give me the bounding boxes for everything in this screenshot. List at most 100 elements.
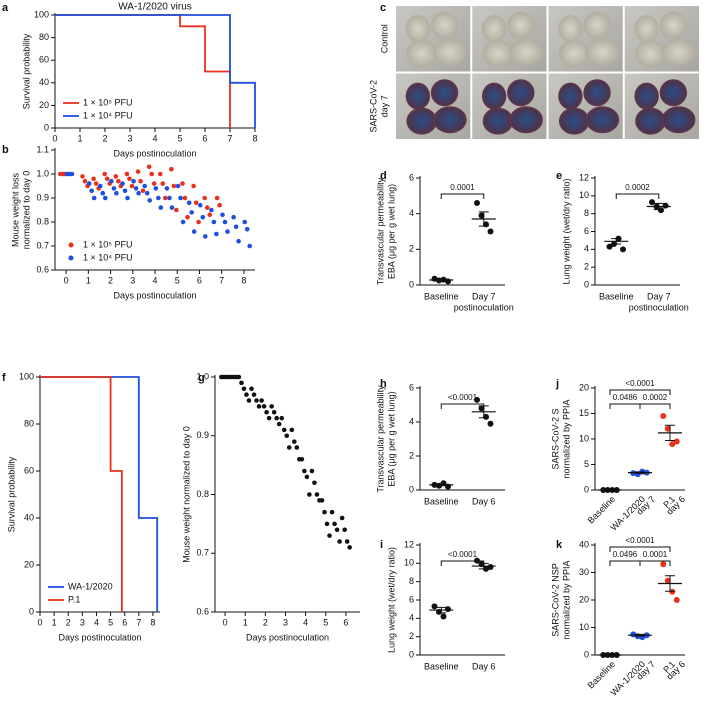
p-value: <0.0001 [448, 550, 478, 559]
data-point [487, 228, 494, 235]
axis-line [594, 176, 680, 286]
y-tick-label: 20 [39, 100, 49, 110]
data-point [337, 539, 342, 544]
y-axis-label: Survival probability [21, 33, 31, 109]
y-tick-label: 0 [584, 649, 589, 659]
p-value: <0.0001 [625, 536, 655, 545]
data-point [180, 219, 186, 225]
data-point [169, 205, 175, 210]
y-tick-label: 2 [584, 262, 589, 272]
y-axis-label: Mouse weight loss [10, 172, 20, 247]
data-point [178, 195, 183, 201]
row-label: day 7 [379, 95, 389, 117]
x-tick-label: 4 [303, 617, 308, 627]
y-tick-label: 20 [579, 594, 589, 604]
panel-letter: e [556, 170, 562, 182]
data-point [116, 178, 121, 184]
data-point [251, 392, 257, 397]
x-tick-label: 3 [80, 617, 85, 627]
y-axis-label: Lung weight (wet/dry ratio) [386, 547, 396, 653]
data-point [189, 210, 194, 215]
data-point [673, 597, 680, 603]
data-point [231, 214, 236, 220]
data-point [127, 176, 132, 182]
data-point [162, 195, 168, 201]
p-value: 0.0002 [625, 183, 650, 192]
data-point [209, 207, 214, 213]
data-point [135, 169, 141, 174]
data-point [129, 183, 135, 189]
x-axis-label: Days postinoculation [113, 290, 196, 300]
data-point [261, 404, 267, 409]
data-point [211, 219, 217, 225]
x-tick-label: Baseline [599, 291, 634, 301]
significance-bracket [440, 193, 485, 199]
x-tick-label: 0 [52, 133, 57, 143]
y-tick-label: 20 [24, 559, 34, 569]
x-tick-label: Day 6 [472, 496, 496, 506]
x-tick-label: 2 [108, 275, 113, 285]
data-point [113, 174, 119, 179]
y-tick-label: 2 [409, 450, 414, 460]
lung-lobe [482, 107, 514, 135]
data-point [281, 427, 287, 433]
legend-label: 1 × 10⁴ PFU [83, 252, 133, 262]
data-point [100, 190, 106, 196]
data-point [327, 533, 332, 538]
x-tick-label: Day 7 [472, 291, 496, 301]
data-point [236, 238, 241, 244]
y-tick-label: 0 [409, 484, 414, 494]
data-point [302, 468, 307, 474]
lung-lobe [433, 38, 467, 66]
p-value: 0.0001 [450, 183, 475, 192]
x-tick-label: 0 [223, 617, 228, 627]
data-point [200, 214, 206, 220]
y-tick-label: 0 [584, 279, 589, 289]
data-point [474, 396, 480, 403]
y-tick-label: 0 [409, 649, 414, 659]
y-axis-label: SARS-CoV-2 S [550, 408, 560, 469]
data-point [259, 398, 264, 403]
data-point [147, 198, 153, 203]
x-tick-label: Baseline [424, 661, 459, 671]
lung-lobe [481, 15, 507, 43]
lung-lobe [430, 79, 459, 107]
error-bar [635, 633, 645, 637]
x-tick-label: 4 [152, 275, 157, 285]
data-point [202, 234, 208, 239]
y-axis-label: Mouse weight normalized to day 0 [181, 426, 191, 563]
y-tick-label: 4 [409, 416, 414, 426]
legend-label: 1 × 10⁵ PFU [83, 97, 133, 107]
data-point [167, 195, 172, 201]
y-tick-label: 10 [404, 558, 414, 568]
data-point [664, 577, 671, 584]
data-point [236, 374, 242, 380]
y-tick-label: 20 [579, 382, 589, 392]
legend-label: P.1 [68, 594, 80, 604]
data-point [214, 231, 219, 237]
data-point [669, 588, 676, 595]
y-tick-label: 60 [24, 465, 34, 475]
row-label: Control [379, 24, 389, 53]
data-point [244, 392, 249, 397]
y-tick-label: 80 [39, 32, 49, 42]
x-tick-label: Baseline [424, 291, 459, 301]
data-point [478, 405, 485, 412]
significance-bracket [440, 560, 485, 566]
data-point [133, 186, 139, 191]
lung-lobe [433, 106, 467, 134]
y-tick-label: 100 [34, 9, 49, 19]
lung-lobe [406, 107, 437, 135]
data-point [86, 181, 92, 186]
data-point [102, 195, 108, 201]
lung-lobe [659, 11, 688, 39]
data-point [329, 509, 335, 515]
data-point [241, 386, 247, 392]
error-bar [653, 202, 664, 211]
y-tick-label: 80 [24, 418, 34, 428]
y-tick-label: 10 [579, 190, 589, 200]
significance-bracket [609, 546, 671, 552]
x-tick-label: 1 [86, 275, 91, 285]
data-point [217, 202, 222, 208]
lung-lobe [558, 15, 583, 43]
